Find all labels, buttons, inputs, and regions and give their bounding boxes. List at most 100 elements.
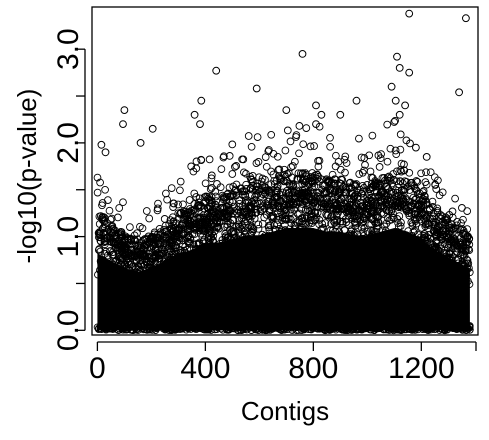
data-point [265, 249, 274, 258]
data-point [170, 234, 179, 243]
data-point [314, 157, 322, 165]
data-point [232, 162, 241, 170]
data-point [395, 246, 404, 254]
data-point [317, 225, 325, 234]
data-point [246, 204, 255, 213]
data-point [143, 234, 151, 243]
data-point [292, 131, 301, 139]
data-point [314, 255, 323, 263]
data-point [415, 215, 424, 224]
data-point [411, 215, 419, 224]
data-point [100, 234, 109, 243]
data-point [324, 211, 333, 219]
data-point [247, 142, 256, 151]
data-point [244, 235, 253, 243]
data-point [181, 322, 190, 331]
outlier-point [395, 64, 404, 72]
data-point [429, 323, 438, 332]
data-point [298, 253, 307, 261]
data-point [459, 244, 468, 253]
data-point [137, 283, 146, 292]
data-point [147, 274, 156, 283]
data-point [411, 185, 420, 194]
data-point [318, 244, 326, 252]
data-point [294, 227, 303, 236]
data-point [354, 258, 363, 266]
data-point [267, 189, 276, 198]
data-point [285, 192, 293, 200]
data-point [276, 174, 285, 183]
data-point [418, 325, 427, 333]
data-point [206, 185, 215, 193]
data-point [112, 257, 121, 265]
data-point [262, 241, 271, 250]
data-point [290, 228, 299, 237]
data-point [162, 234, 171, 243]
data-point [297, 250, 306, 258]
data-point [286, 137, 295, 146]
data-point [430, 261, 439, 269]
data-point [203, 324, 212, 332]
data-point [93, 188, 102, 197]
data-point [228, 140, 237, 149]
data-point [238, 323, 247, 332]
data-point [178, 240, 187, 249]
data-point [401, 252, 410, 260]
data-point [117, 228, 126, 236]
outlier-point [197, 96, 206, 105]
data-point [138, 256, 147, 265]
data-point [348, 201, 357, 210]
data-point [463, 207, 472, 215]
data-point [205, 155, 214, 164]
data-point [385, 323, 394, 332]
data-point [261, 186, 270, 195]
data-point [446, 266, 455, 275]
data-point [291, 203, 300, 212]
data-point [187, 206, 196, 215]
data-point [364, 190, 373, 198]
data-point [133, 269, 142, 278]
data-point [328, 226, 337, 235]
outlier-point [412, 143, 420, 152]
outlier-point [136, 139, 145, 147]
data-point [249, 245, 258, 253]
data-point [328, 211, 336, 220]
data-point [198, 233, 207, 241]
data-point [104, 196, 112, 204]
data-point [203, 193, 212, 201]
data-point [218, 235, 227, 244]
data-point [212, 197, 221, 205]
data-point [429, 227, 438, 236]
data-point [266, 243, 275, 252]
data-point [223, 220, 232, 229]
data-point [304, 189, 312, 198]
data-point [229, 230, 237, 238]
data-point [407, 201, 415, 210]
y-tick-label: 3.0 [52, 28, 85, 70]
y-tick-label: 1.0 [52, 216, 85, 258]
outlier-point [312, 101, 320, 110]
data-point [402, 178, 411, 186]
data-point [417, 254, 426, 263]
data-point [328, 231, 337, 240]
data-point [443, 214, 451, 223]
data-point [326, 185, 335, 194]
data-point [360, 224, 369, 233]
data-point [195, 194, 204, 203]
data-point [248, 240, 257, 249]
data-point [284, 169, 293, 177]
data-point [253, 258, 262, 267]
data-point [410, 184, 419, 192]
data-point [264, 231, 273, 240]
data-point [286, 243, 294, 251]
data-point [386, 144, 395, 153]
data-point [378, 226, 387, 235]
data-point [428, 214, 437, 223]
data-point [432, 237, 441, 245]
data-point [405, 186, 414, 194]
data-point [258, 205, 267, 214]
data-point [435, 191, 444, 200]
data-point [370, 227, 379, 236]
data-point [383, 157, 392, 166]
data-point [394, 202, 403, 211]
